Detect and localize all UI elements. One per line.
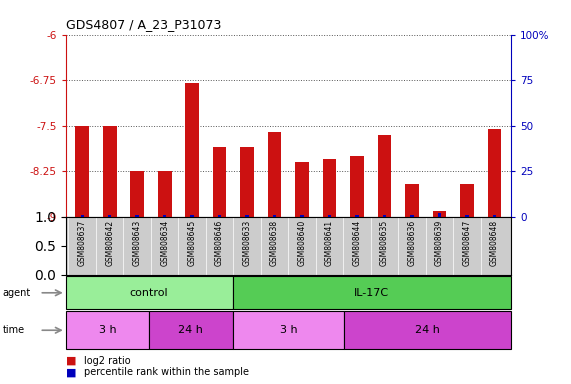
Bar: [300, 215, 304, 217]
Bar: [344, 311, 511, 349]
Bar: [103, 126, 116, 217]
Text: GSM808641: GSM808641: [325, 220, 334, 266]
Text: GSM808647: GSM808647: [463, 220, 472, 266]
Bar: [185, 83, 199, 217]
Text: 24 h: 24 h: [415, 325, 440, 335]
Bar: [433, 211, 447, 217]
Text: GSM808646: GSM808646: [215, 220, 224, 266]
Text: GSM808636: GSM808636: [408, 220, 417, 266]
Bar: [323, 159, 336, 217]
Text: time: time: [3, 325, 25, 335]
Text: 24 h: 24 h: [179, 325, 203, 335]
Bar: [135, 215, 139, 217]
Bar: [411, 215, 414, 217]
Text: GSM808637: GSM808637: [78, 220, 87, 266]
Text: GSM808640: GSM808640: [297, 220, 307, 266]
Bar: [75, 126, 89, 217]
Text: GSM808638: GSM808638: [270, 220, 279, 266]
Bar: [350, 156, 364, 217]
Bar: [383, 215, 386, 217]
Text: 3 h: 3 h: [280, 325, 297, 335]
Text: GDS4807 / A_23_P31073: GDS4807 / A_23_P31073: [66, 18, 221, 31]
Bar: [493, 215, 496, 217]
Bar: [191, 215, 194, 217]
Text: agent: agent: [3, 288, 31, 298]
Bar: [273, 215, 276, 217]
Bar: [218, 215, 222, 217]
Text: GSM808643: GSM808643: [132, 220, 142, 266]
Text: GSM808633: GSM808633: [243, 220, 252, 266]
Bar: [66, 311, 149, 349]
Bar: [108, 215, 111, 217]
Bar: [149, 311, 233, 349]
Bar: [438, 214, 441, 217]
Text: IL-17C: IL-17C: [354, 288, 389, 298]
Bar: [163, 215, 166, 217]
Bar: [465, 215, 469, 217]
Bar: [268, 132, 282, 217]
Bar: [377, 135, 392, 217]
Bar: [130, 171, 144, 217]
Text: ■: ■: [66, 356, 76, 366]
Bar: [158, 171, 171, 217]
Text: log2 ratio: log2 ratio: [84, 356, 131, 366]
Bar: [295, 162, 309, 217]
Bar: [233, 276, 511, 309]
Bar: [66, 276, 233, 309]
Bar: [240, 147, 254, 217]
Text: control: control: [130, 288, 168, 298]
Bar: [81, 215, 84, 217]
Bar: [405, 184, 419, 217]
Text: ■: ■: [66, 367, 76, 377]
Text: GSM808642: GSM808642: [105, 220, 114, 266]
Text: GSM808639: GSM808639: [435, 220, 444, 266]
Bar: [213, 147, 227, 217]
Bar: [460, 184, 474, 217]
Text: 3 h: 3 h: [99, 325, 116, 335]
Bar: [328, 215, 331, 217]
Bar: [233, 311, 344, 349]
Text: percentile rank within the sample: percentile rank within the sample: [84, 367, 249, 377]
Text: GSM808648: GSM808648: [490, 220, 499, 266]
Text: GSM808635: GSM808635: [380, 220, 389, 266]
Text: GSM808644: GSM808644: [352, 220, 361, 266]
Text: GSM808645: GSM808645: [188, 220, 196, 266]
Bar: [246, 215, 249, 217]
Text: GSM808634: GSM808634: [160, 220, 169, 266]
Bar: [488, 129, 501, 217]
Bar: [355, 215, 359, 217]
